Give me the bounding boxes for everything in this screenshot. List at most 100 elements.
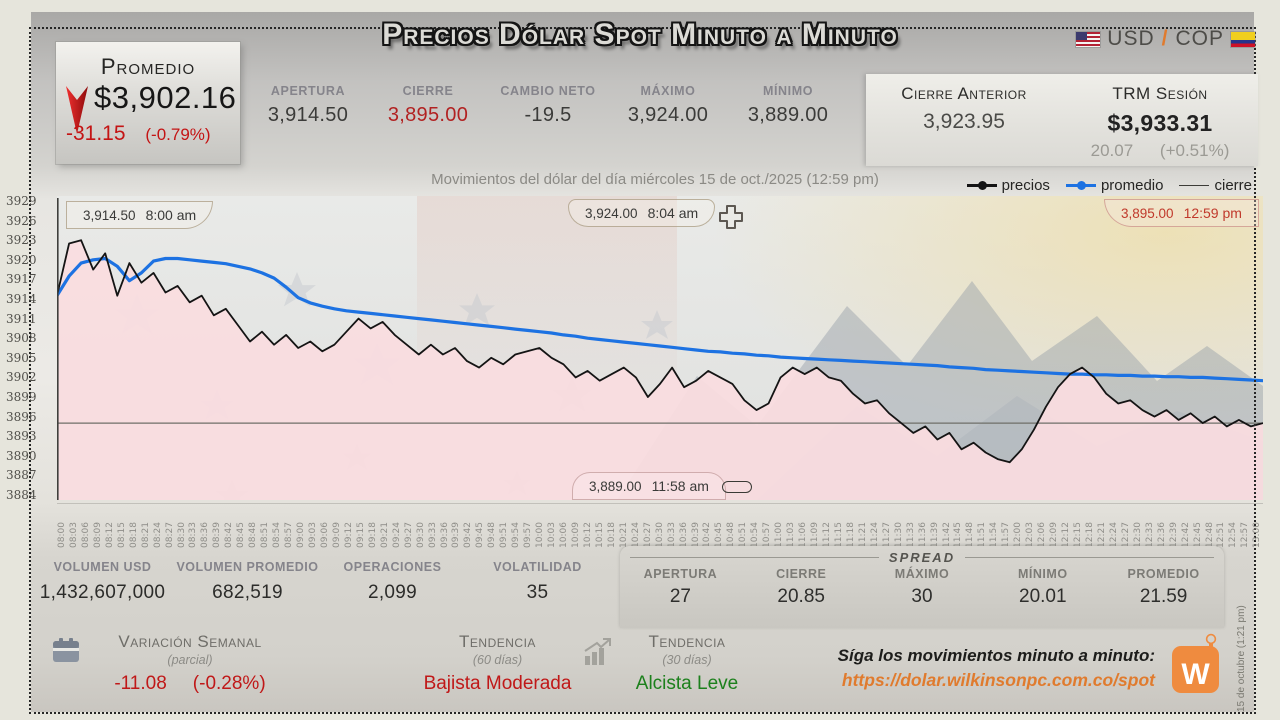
currency-pair: USD / COP — [1040, 27, 1255, 51]
price-chart-svg — [57, 196, 1263, 500]
stat-label: MÍNIMO — [728, 84, 848, 98]
y-tick: 3923 — [6, 233, 46, 247]
calendar-icon — [52, 638, 80, 664]
spread-stat-promedio: PROMEDIO 21.59 — [1103, 567, 1224, 608]
x-tick: 10:27 — [643, 504, 653, 548]
legend-label: cierre — [1214, 177, 1252, 194]
x-tick: 12:24 — [1109, 504, 1119, 548]
legend-item-precios: precios — [967, 177, 1050, 194]
x-tick: 12:51 — [1216, 504, 1226, 548]
annotation-high-time: 8:04 am — [648, 205, 699, 221]
x-tick: 10:00 — [535, 504, 545, 548]
oval-marker-icon — [722, 481, 752, 493]
promo-text: Síga los movimientos minuto a minuto: — [700, 646, 1155, 666]
annotation-high-value: 3,924.00 — [585, 206, 638, 221]
annotation-open: 3,914.50 8:00 am — [66, 201, 213, 229]
wilkinson-logo[interactable]: W — [1172, 646, 1219, 693]
volume-stat-volumen-usd: VOLUMEN USD1,432,607,000 — [30, 560, 175, 604]
x-tick: 11:36 — [918, 504, 928, 548]
x-tick: 11:33 — [906, 504, 916, 548]
x-tick: 12:09 — [1049, 504, 1059, 548]
variacion-sub: (parcial) — [95, 653, 285, 667]
cierre-anterior-value: 3,923.95 — [866, 110, 1062, 134]
variacion-abs: -11.08 — [114, 673, 166, 694]
tendencia-60-sub: (60 días) — [405, 653, 590, 667]
x-tick: 11:03 — [786, 504, 796, 548]
x-tick: 10:33 — [667, 504, 677, 548]
spread-stat-label: MÁXIMO — [862, 567, 983, 581]
promedio-change: -31.15 (-0.79%) — [66, 122, 250, 146]
price-chart[interactable] — [57, 196, 1263, 500]
y-tick: 3929 — [6, 194, 46, 208]
x-tick: 10:51 — [738, 504, 748, 548]
volume-stat-value: 2,099 — [320, 582, 465, 604]
annotation-open-value: 3,914.50 — [83, 208, 136, 223]
x-tick: 12:12 — [1061, 504, 1071, 548]
legend-swatch — [1179, 185, 1209, 187]
annotation-open-time: 8:00 am — [146, 207, 197, 223]
volume-stat-label: VOLUMEN USD — [30, 560, 175, 574]
volume-stat-label: VOLATILIDAD — [465, 560, 610, 574]
x-tick: 12:30 — [1133, 504, 1143, 548]
volume-stat-volatilidad: VOLATILIDAD 35 — [465, 560, 610, 604]
x-tick: 09:18 — [368, 504, 378, 548]
tendencia-60-label: Tendencia — [405, 632, 590, 652]
y-tick: 3893 — [6, 429, 46, 443]
x-tick: 10:24 — [631, 504, 641, 548]
x-tick: 11:48 — [965, 504, 975, 548]
x-tick: 08:36 — [200, 504, 210, 548]
x-tick: 12:27 — [1121, 504, 1131, 548]
y-tick: 3920 — [6, 253, 46, 267]
plus-marker-icon — [716, 202, 746, 232]
promedio-value: $3,902.16 — [94, 80, 236, 116]
trm-sesion-block: TRM Sesión $3,933.31 20.07 (+0.51%) — [1062, 74, 1258, 166]
spread-rule-left — [630, 557, 879, 558]
promedio-change-pct: (-0.79%) — [145, 125, 210, 144]
x-tick: 11:57 — [1001, 504, 1011, 548]
stat-value: 3,924.00 — [608, 104, 728, 127]
stat-value: 3,914.50 — [248, 104, 368, 127]
x-tick: 08:24 — [153, 504, 163, 548]
x-tick: 09:27 — [404, 504, 414, 548]
x-tick: 08:45 — [236, 504, 246, 548]
spread-rule-right — [965, 557, 1214, 558]
x-tick: 11:00 — [774, 504, 784, 548]
stat-label: CAMBIO NETO — [488, 84, 608, 98]
volume-stat-volumen-promedio: VOLUMEN PROMEDIO682,519 — [175, 560, 320, 604]
trm-change-abs: 20.07 — [1091, 141, 1134, 160]
y-tick: 3917 — [6, 272, 46, 286]
x-tick: 09:54 — [511, 504, 521, 548]
volume-stats-row: VOLUMEN USD1,432,607,000VOLUMEN PROMEDIO… — [30, 560, 610, 604]
spread-stat-value: 20.85 — [741, 586, 862, 608]
promedio-change-abs: -31.15 — [66, 122, 126, 145]
spread-stat-value: 27 — [620, 586, 741, 608]
variacion-value: -11.08 (-0.28%) — [95, 673, 285, 695]
annotation-low-value: 3,889.00 — [589, 479, 642, 494]
spread-stat-value: 21.59 — [1103, 586, 1224, 608]
legend-marker-dot — [1077, 181, 1086, 190]
legend-swatch — [1066, 184, 1096, 187]
annotation-low: 3,889.00 11:58 am — [572, 472, 726, 500]
stat-label: APERTURA — [248, 84, 368, 98]
x-tick: 11:45 — [953, 504, 963, 548]
us-flag-icon — [1076, 32, 1100, 47]
x-tick: 11:21 — [858, 504, 868, 548]
legend-marker-dot — [978, 181, 987, 190]
x-tick: 12:15 — [1073, 504, 1083, 548]
annotation-high: 3,924.00 8:04 am — [568, 199, 715, 227]
x-tick: 09:00 — [296, 504, 306, 548]
x-tick: 10:42 — [702, 504, 712, 548]
chart-subtitle: Movimientos del dólar del día miércoles … — [255, 171, 1055, 188]
y-tick: 3890 — [6, 449, 46, 463]
variacion-semanal-block: Variación Semanal (parcial) -11.08(-0.28… — [95, 632, 285, 695]
spread-stat-maximo: MÁXIMO30 — [862, 567, 983, 608]
promo-url-link[interactable]: https://dolar.wilkinsonpc.com.co/spot — [700, 670, 1155, 691]
x-axis-labels: 08:0008:0308:0608:0908:1208:1508:1808:21… — [57, 503, 1263, 548]
spread-stat-label: PROMEDIO — [1103, 567, 1224, 581]
cierre-anterior-label: Cierre Anterior — [866, 84, 1062, 104]
promo-block: Síga los movimientos minuto a minuto: ht… — [700, 646, 1155, 691]
x-tick: 12:33 — [1145, 504, 1155, 548]
volume-stat-value: 35 — [465, 582, 610, 604]
y-tick: 3884 — [6, 488, 46, 502]
variacion-pct: (-0.28%) — [193, 673, 266, 694]
